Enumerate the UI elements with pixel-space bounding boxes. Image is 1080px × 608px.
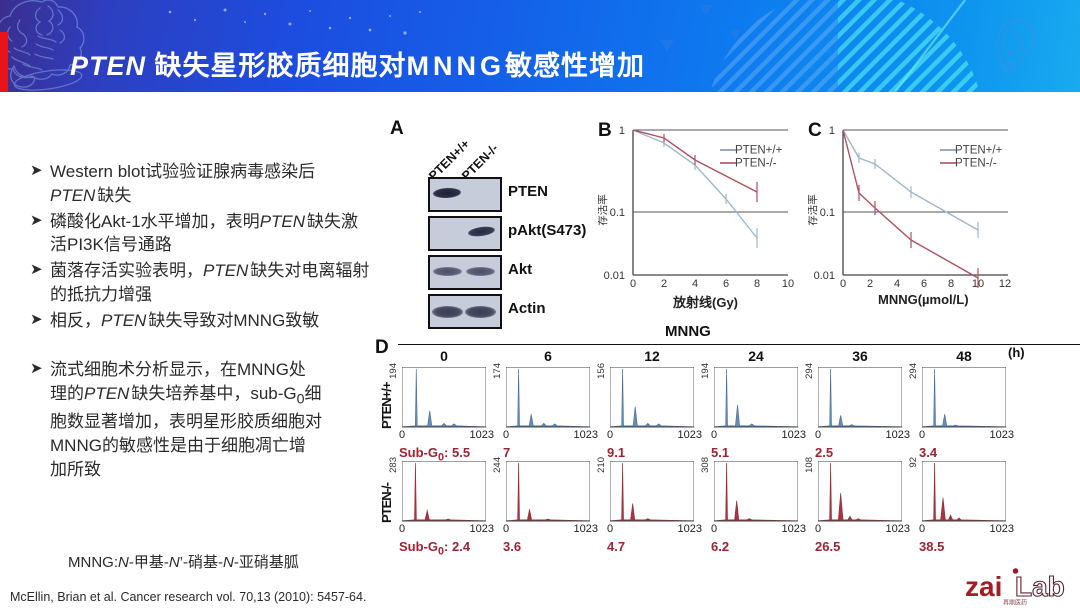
svg-text:8: 8 (948, 278, 954, 290)
svg-text:1: 1 (829, 125, 835, 137)
svg-text:PTEN-/-: PTEN-/- (735, 158, 777, 170)
svg-text:PTEN-/-: PTEN-/- (955, 158, 997, 170)
svg-text:1: 1 (619, 125, 625, 137)
svg-text:2: 2 (867, 278, 873, 290)
svg-text:10: 10 (782, 278, 794, 290)
svg-text:2: 2 (661, 278, 667, 290)
svg-text:存活率: 存活率 (598, 194, 609, 226)
svg-text:0: 0 (840, 278, 846, 290)
svg-text:zai: zai (965, 571, 1002, 602)
svg-text:PTEN+/+: PTEN+/+ (955, 145, 1003, 157)
svg-text:8: 8 (754, 278, 760, 290)
svg-text:0.1: 0.1 (610, 207, 625, 219)
svg-text:0.1: 0.1 (820, 207, 835, 219)
svg-text:4: 4 (894, 278, 900, 290)
svg-text:0.01: 0.01 (814, 270, 835, 282)
svg-text:6: 6 (723, 278, 729, 290)
svg-text:6: 6 (921, 278, 927, 290)
svg-text:0: 0 (630, 278, 636, 290)
svg-text:4: 4 (692, 278, 698, 290)
svg-text:Lab: Lab (1015, 571, 1065, 602)
svg-text:12: 12 (999, 278, 1011, 290)
svg-text:存活率: 存活率 (808, 194, 819, 226)
svg-text:0.01: 0.01 (604, 270, 625, 282)
svg-text:PTEN+/+: PTEN+/+ (735, 145, 783, 157)
